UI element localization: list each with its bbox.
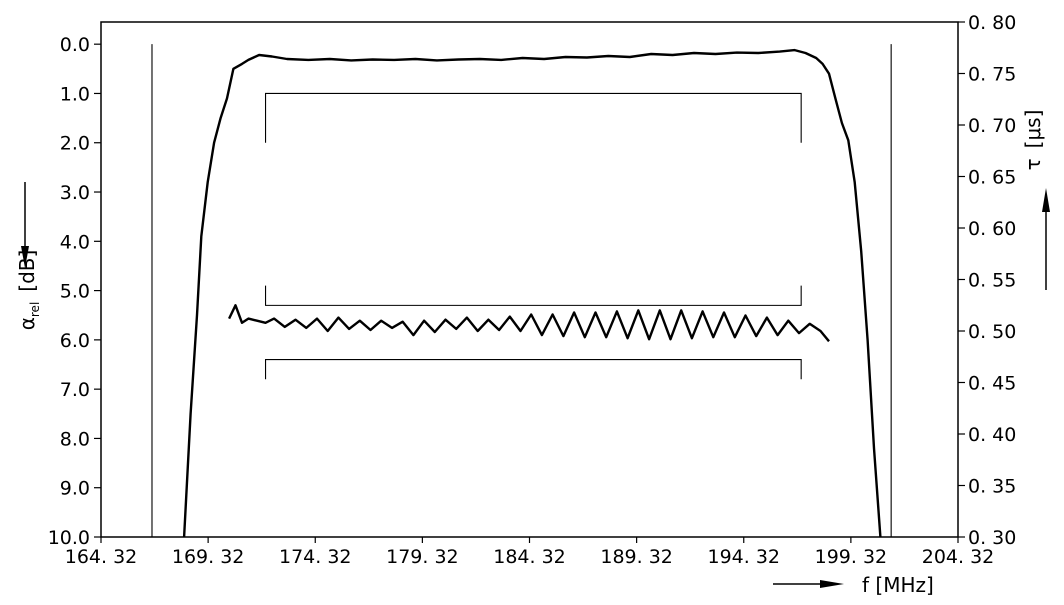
x-tick-label: 189. 32	[600, 546, 673, 568]
y-left-tick-label: 7.0	[60, 379, 90, 401]
tolerance-bracket	[264, 92, 802, 143]
y-right-tick-label: 0. 35	[968, 476, 1016, 498]
x-tick-label: 169. 32	[172, 546, 245, 568]
y-right-axis-title: τ [μs]	[1021, 110, 1045, 171]
x-axis-arrow-icon	[773, 580, 844, 588]
plot-frame	[100, 21, 959, 538]
y-right-tick-label: 0. 40	[968, 424, 1016, 446]
y-left-tick-label: 3.0	[60, 182, 90, 204]
y-left-tick-label: 0.0	[60, 34, 90, 56]
x-tick-label: 179. 32	[386, 546, 459, 568]
y-left-tick-label: 1.0	[60, 83, 90, 105]
y-right-tick-label: 0. 30	[968, 527, 1016, 549]
y-right-tick-label: 0. 55	[968, 270, 1016, 292]
y-left-arrow-icon	[21, 182, 29, 268]
y-right-tick-label: 0. 80	[968, 12, 1016, 34]
y-right-tick-label: 0. 75	[968, 64, 1016, 86]
y-right-tick-label: 0. 65	[968, 167, 1016, 189]
svg-text:αrel[dB]: αrel[dB]	[15, 250, 42, 331]
y-right-symbol: τ	[1021, 158, 1045, 170]
y-left-tick-label: 9.0	[60, 478, 90, 500]
y-left-tick-label: 8.0	[60, 428, 90, 450]
y-right-tick-label: 0. 50	[968, 321, 1016, 343]
y-right-tick-label: 0. 45	[968, 373, 1016, 395]
x-tick-label: 194. 32	[707, 546, 780, 568]
y-left-tick-label: 4.0	[60, 231, 90, 253]
group-delay-line	[228, 304, 830, 343]
y-left-axis-title: αrel[dB]	[15, 250, 42, 331]
x-axis-title: f [MHz]	[862, 573, 934, 597]
y-left-tick-label: 2.0	[60, 133, 90, 155]
tolerance-bracket	[264, 359, 802, 380]
y-right-arrow-icon	[1042, 188, 1050, 290]
y-left-tick-label: 5.0	[60, 281, 90, 303]
x-tick-label: 199. 32	[815, 546, 888, 568]
y-left-symbol: α	[15, 317, 39, 330]
y-right-tick-label: 0. 60	[968, 218, 1016, 240]
svg-text:τ[μs]: τ [μs]	[1021, 110, 1045, 171]
y-left-subscript: rel	[28, 302, 42, 317]
y-left-tick-label: 6.0	[60, 330, 90, 352]
x-tick-label: 164. 32	[65, 546, 138, 568]
tolerance-bracket	[264, 285, 802, 306]
y-right-tick-label: 0. 70	[968, 115, 1016, 137]
y-left-tick-label: 10.0	[48, 527, 90, 549]
x-tick-label: 204. 32	[922, 546, 995, 568]
attenuation-line	[182, 48, 882, 538]
x-tick-label: 184. 32	[493, 546, 566, 568]
x-tick-label: 174. 32	[279, 546, 352, 568]
y-right-unit: [μs]	[1021, 110, 1045, 149]
